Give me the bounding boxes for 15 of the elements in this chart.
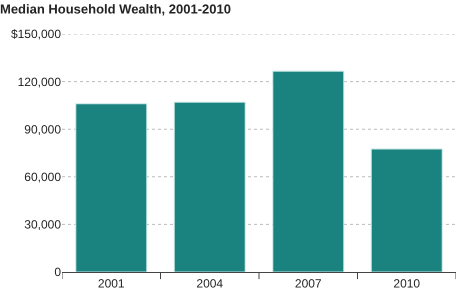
y-tick-label: 30,000 — [24, 218, 62, 232]
x-tick-label: 2010 — [393, 276, 420, 290]
x-tick-label: 2007 — [294, 276, 322, 290]
y-tick-label: $150,000 — [10, 27, 62, 42]
chart-title: Median Household Wealth, 2001-2010 — [0, 2, 231, 17]
bar — [75, 103, 148, 272]
y-tick-label: 60,000 — [24, 170, 62, 184]
y-tick-label: 90,000 — [24, 122, 62, 136]
bar — [272, 70, 344, 272]
bar — [370, 148, 443, 272]
x-tick-label: 2001 — [98, 276, 125, 290]
x-tick-label: 2004 — [196, 276, 224, 290]
bar — [174, 102, 246, 272]
y-tick-label: 0 — [54, 265, 62, 280]
y-tick-label: 120,000 — [18, 74, 62, 89]
